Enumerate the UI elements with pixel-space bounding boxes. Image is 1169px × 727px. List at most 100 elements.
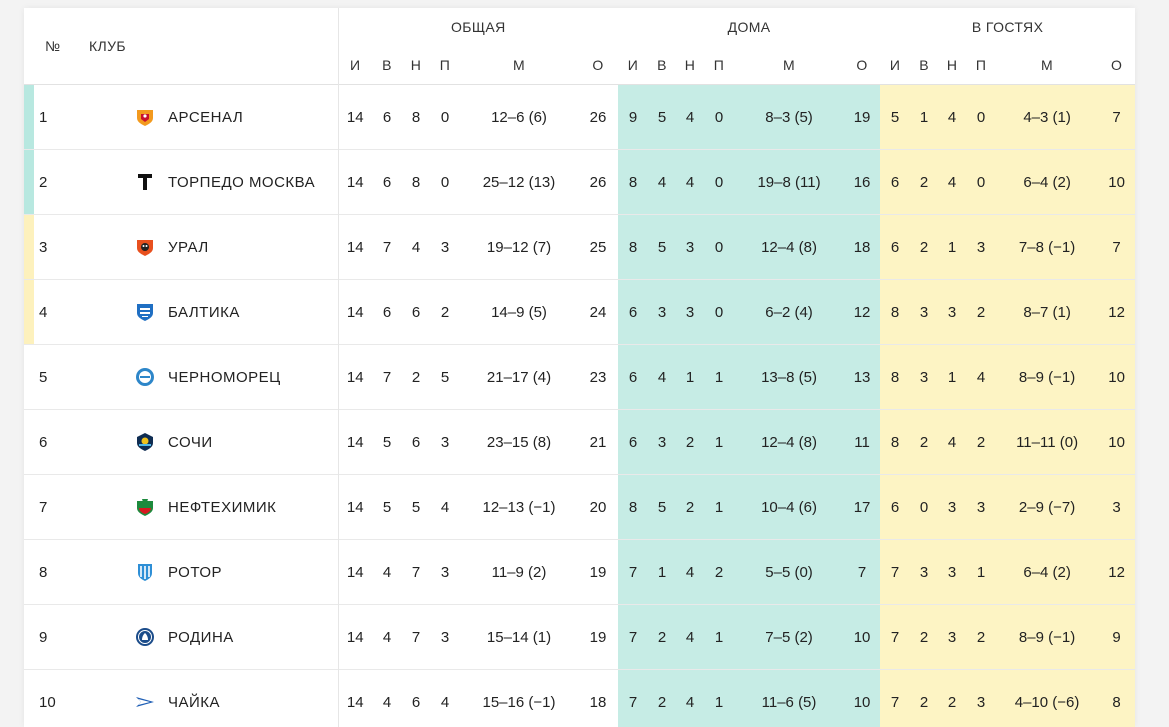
home-wins: 2 <box>648 669 677 727</box>
row-club-cell[interactable]: РОДИНА <box>72 604 339 670</box>
row-club-cell[interactable]: АРСЕНАЛ <box>72 84 339 150</box>
away-draws: 4 <box>938 409 967 475</box>
baltika-logo-icon <box>135 302 155 322</box>
row-club-cell[interactable]: ЧАЙКА <box>72 669 339 727</box>
row-position: 8 <box>24 539 72 605</box>
overall-goals: 12–13 (−1) <box>460 474 578 540</box>
away-wins: 2 <box>910 604 939 670</box>
overall-draws: 2 <box>402 344 430 410</box>
overall-wins: 7 <box>372 214 402 280</box>
away-games: 7 <box>880 539 911 605</box>
header-draws: Н <box>946 57 958 73</box>
overall-wins: 4 <box>372 539 402 605</box>
rotor-logo-icon <box>135 562 155 582</box>
club-link[interactable]: РОТОР <box>72 562 338 582</box>
row-club-cell[interactable]: ТОРПЕДО МОСКВА <box>72 149 339 215</box>
table-row[interactable]: 2 ТОРПЕДО МОСКВА 14 6 8 0 25–12 (13) 26 8 4 4 0 19–8… <box>24 149 1135 215</box>
overall-losses: 5 <box>430 344 460 410</box>
header-club: КЛУБ <box>72 8 339 85</box>
row-club-cell[interactable]: СОЧИ <box>72 409 339 475</box>
neftekhimik-logo-icon <box>135 497 155 517</box>
away-goals: 11–11 (0) <box>996 409 1099 475</box>
table-row[interactable]: 3 УРАЛ 14 7 4 3 19–12 (7) 25 8 5 3 0 12–4 (8) 18 6 2 1 3 7… <box>24 214 1135 280</box>
overall-draws: 8 <box>402 84 430 150</box>
overall-points: 20 <box>578 474 619 540</box>
club-link[interactable]: ЧАЙКА <box>72 692 338 712</box>
home-losses: 1 <box>704 344 735 410</box>
away-losses: 0 <box>966 149 997 215</box>
club-link[interactable]: ЧЕРНОМОРЕЦ <box>72 367 338 387</box>
header-away: В ГОСТЯХ <box>971 19 1044 35</box>
club-link[interactable]: БАЛТИКА <box>72 302 338 322</box>
ural-logo-icon <box>135 237 155 257</box>
club-link[interactable]: НЕФТЕХИМИК <box>72 497 338 517</box>
home-games: 8 <box>618 214 649 280</box>
home-wins: 5 <box>648 84 677 150</box>
overall-games: 14 <box>338 474 372 540</box>
away-wins: 2 <box>910 214 939 280</box>
away-losses: 2 <box>966 604 997 670</box>
header-points: О <box>856 57 868 73</box>
home-goals: 19–8 (11) <box>734 149 845 215</box>
overall-wins: 5 <box>372 409 402 475</box>
home-losses: 0 <box>704 149 735 215</box>
table-row[interactable]: 7 НЕФТЕХИМИК 14 5 5 4 12–13 (−1) 20 8 5 2 1 10–4 (6)… <box>24 474 1135 540</box>
table-row[interactable]: 5 ЧЕРНОМОРЕЦ 14 7 2 5 21–17 (4) 23 6 4 1 1 13–8 (5) 1… <box>24 344 1135 410</box>
home-goals: 12–4 (8) <box>734 409 845 475</box>
away-points: 3 <box>1098 474 1135 540</box>
row-position: 9 <box>24 604 72 670</box>
overall-draws: 7 <box>402 539 430 605</box>
home-goals: 7–5 (2) <box>734 604 845 670</box>
club-link[interactable]: УРАЛ <box>72 237 338 257</box>
overall-losses: 4 <box>430 669 460 727</box>
header-games: И <box>350 57 361 73</box>
row-club-cell[interactable]: БАЛТИКА <box>72 279 339 345</box>
away-points: 10 <box>1098 344 1135 410</box>
header-wins: В <box>919 57 929 73</box>
overall-goals: 19–12 (7) <box>460 214 578 280</box>
club-link[interactable]: АРСЕНАЛ <box>72 107 338 127</box>
away-points: 7 <box>1098 214 1135 280</box>
home-wins: 4 <box>648 344 677 410</box>
overall-losses: 3 <box>430 604 460 670</box>
club-name: БАЛТИКА <box>168 303 240 321</box>
overall-points: 23 <box>578 344 619 410</box>
overall-losses: 3 <box>430 214 460 280</box>
away-wins: 2 <box>910 669 939 727</box>
away-wins: 3 <box>910 344 939 410</box>
row-club-cell[interactable]: УРАЛ <box>72 214 339 280</box>
club-link[interactable]: РОДИНА <box>72 627 338 647</box>
club-link[interactable]: ТОРПЕДО МОСКВА <box>72 172 338 192</box>
away-draws: 3 <box>938 474 967 540</box>
overall-losses: 0 <box>430 149 460 215</box>
overall-losses: 3 <box>430 539 460 605</box>
row-club-cell[interactable]: НЕФТЕХИМИК <box>72 474 339 540</box>
row-club-cell[interactable]: РОТОР <box>72 539 339 605</box>
table-row[interactable]: 8 РОТОР 14 4 7 3 11–9 (2) 19 7 1 4 2 5–5 (0) 7 7 3 3 1 6–4… <box>24 539 1135 605</box>
home-games: 7 <box>618 669 649 727</box>
club-name: РОДИНА <box>168 628 234 646</box>
away-goals: 4–10 (−6) <box>996 669 1099 727</box>
row-club-cell[interactable]: ЧЕРНОМОРЕЦ <box>72 344 339 410</box>
overall-goals: 15–14 (1) <box>460 604 578 670</box>
away-wins: 2 <box>910 149 939 215</box>
table-row[interactable]: 4 БАЛТИКА 14 6 6 2 14–9 (5) 24 6 3 3 0 6–2 (4) 12 8 3 3 2… <box>24 279 1135 345</box>
overall-losses: 2 <box>430 279 460 345</box>
overall-draws: 7 <box>402 604 430 670</box>
table-row[interactable]: 9 РОДИНА 14 4 7 3 15–14 (1) 19 7 2 4 1 7–5 (2) 10 7 2 3 2… <box>24 604 1135 670</box>
home-points: 12 <box>844 279 881 345</box>
table-row[interactable]: 1 АРСЕНАЛ 14 6 8 0 12–6 (6) 26 9 5 4 0 8–3 (5) 19 5 1 4 0… <box>24 84 1135 150</box>
away-points: 10 <box>1098 409 1135 475</box>
table-row[interactable]: 10 ЧАЙКА 14 4 6 4 15–16 (−1) 18 7 2 4 1 11–6 (5) 10 7 2… <box>24 669 1135 727</box>
home-games: 7 <box>618 604 649 670</box>
overall-points: 19 <box>578 539 619 605</box>
overall-losses: 4 <box>430 474 460 540</box>
club-link[interactable]: СОЧИ <box>72 432 338 452</box>
table-row[interactable]: 6 СОЧИ 14 5 6 3 23–15 (8) 21 6 3 2 1 12–4 (8) 11 8 2 4 2 1… <box>24 409 1135 475</box>
away-goals: 8–9 (−1) <box>996 604 1099 670</box>
overall-points: 26 <box>578 149 619 215</box>
home-goals: 6–2 (4) <box>734 279 845 345</box>
row-position: 2 <box>24 149 72 215</box>
overall-points: 24 <box>578 279 619 345</box>
home-losses: 1 <box>704 474 735 540</box>
